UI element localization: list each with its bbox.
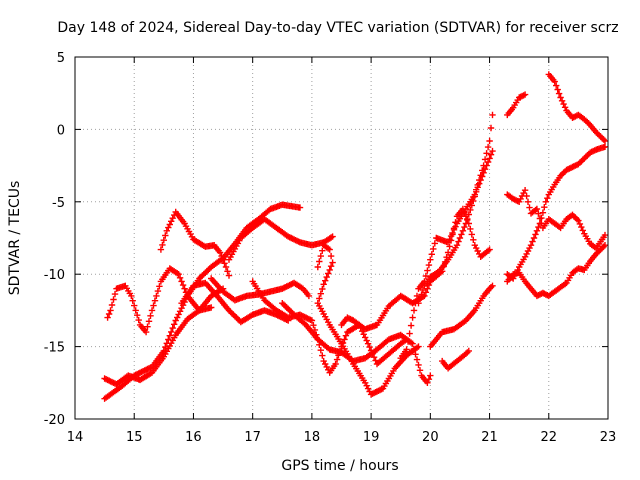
chart-title: Day 148 of 2024, Sidereal Day-to-day VTE… xyxy=(57,20,618,36)
x-tick-label: 20 xyxy=(422,430,439,445)
series-markers xyxy=(101,304,215,388)
x-tick-label: 23 xyxy=(600,430,617,445)
series-track-j xyxy=(279,300,434,386)
series-track-a xyxy=(101,201,304,402)
x-tick-label: 17 xyxy=(244,430,261,445)
series-markers xyxy=(101,201,304,402)
y-tick-label: 0 xyxy=(57,123,65,138)
series-markers xyxy=(225,216,336,263)
series-markers xyxy=(314,242,422,398)
y-axis-label: SDTVAR / TECUs xyxy=(7,181,23,296)
x-tick-label: 18 xyxy=(304,430,321,445)
series-track-p xyxy=(504,91,529,119)
x-tick-label: 14 xyxy=(67,430,84,445)
series-layer xyxy=(101,71,609,402)
series-track-b xyxy=(101,304,215,388)
x-tick-label: 19 xyxy=(363,430,380,445)
series-track-o xyxy=(439,347,472,372)
series-track-s xyxy=(504,242,609,300)
y-tick-label: -15 xyxy=(44,341,65,356)
series-track-n xyxy=(427,282,496,350)
y-tick-label: 5 xyxy=(57,51,65,66)
x-tick-label: 15 xyxy=(126,430,143,445)
series-markers xyxy=(415,147,496,307)
series-markers xyxy=(208,275,313,304)
series-markers xyxy=(157,208,233,279)
series-markers xyxy=(397,111,496,362)
axis-ticks: 14 15 16 17 18 19 20 21 22 23 -20 -15 -10 -5 0 5 xyxy=(44,51,617,445)
series-track-d xyxy=(157,208,233,279)
series-track-l xyxy=(397,111,496,362)
y-tick-label: -20 xyxy=(44,413,65,428)
plot-frame xyxy=(74,56,609,420)
series-markers xyxy=(504,187,609,252)
series-track-q xyxy=(504,187,609,252)
series-markers xyxy=(104,265,227,336)
series-markers xyxy=(427,282,496,350)
series-markers xyxy=(504,91,529,119)
x-axis-label: GPS time / hours xyxy=(281,458,398,474)
x-tick-label: 22 xyxy=(541,430,558,445)
series-track-m xyxy=(415,147,496,307)
series-markers xyxy=(545,71,609,145)
y-tick-label: -10 xyxy=(44,268,65,283)
series-track-c xyxy=(104,265,227,336)
series-track-f xyxy=(225,216,336,263)
series-markers xyxy=(504,242,609,300)
series-markers xyxy=(279,300,434,386)
series-track-t xyxy=(545,71,609,145)
series-markers xyxy=(439,347,472,372)
series-track-e xyxy=(208,275,313,304)
y-tick-label: -5 xyxy=(52,196,65,211)
series-markers xyxy=(178,279,292,326)
x-tick-label: 21 xyxy=(481,430,498,445)
series-track-g xyxy=(178,279,292,326)
series-track-i xyxy=(314,242,422,398)
x-tick-label: 16 xyxy=(185,430,202,445)
